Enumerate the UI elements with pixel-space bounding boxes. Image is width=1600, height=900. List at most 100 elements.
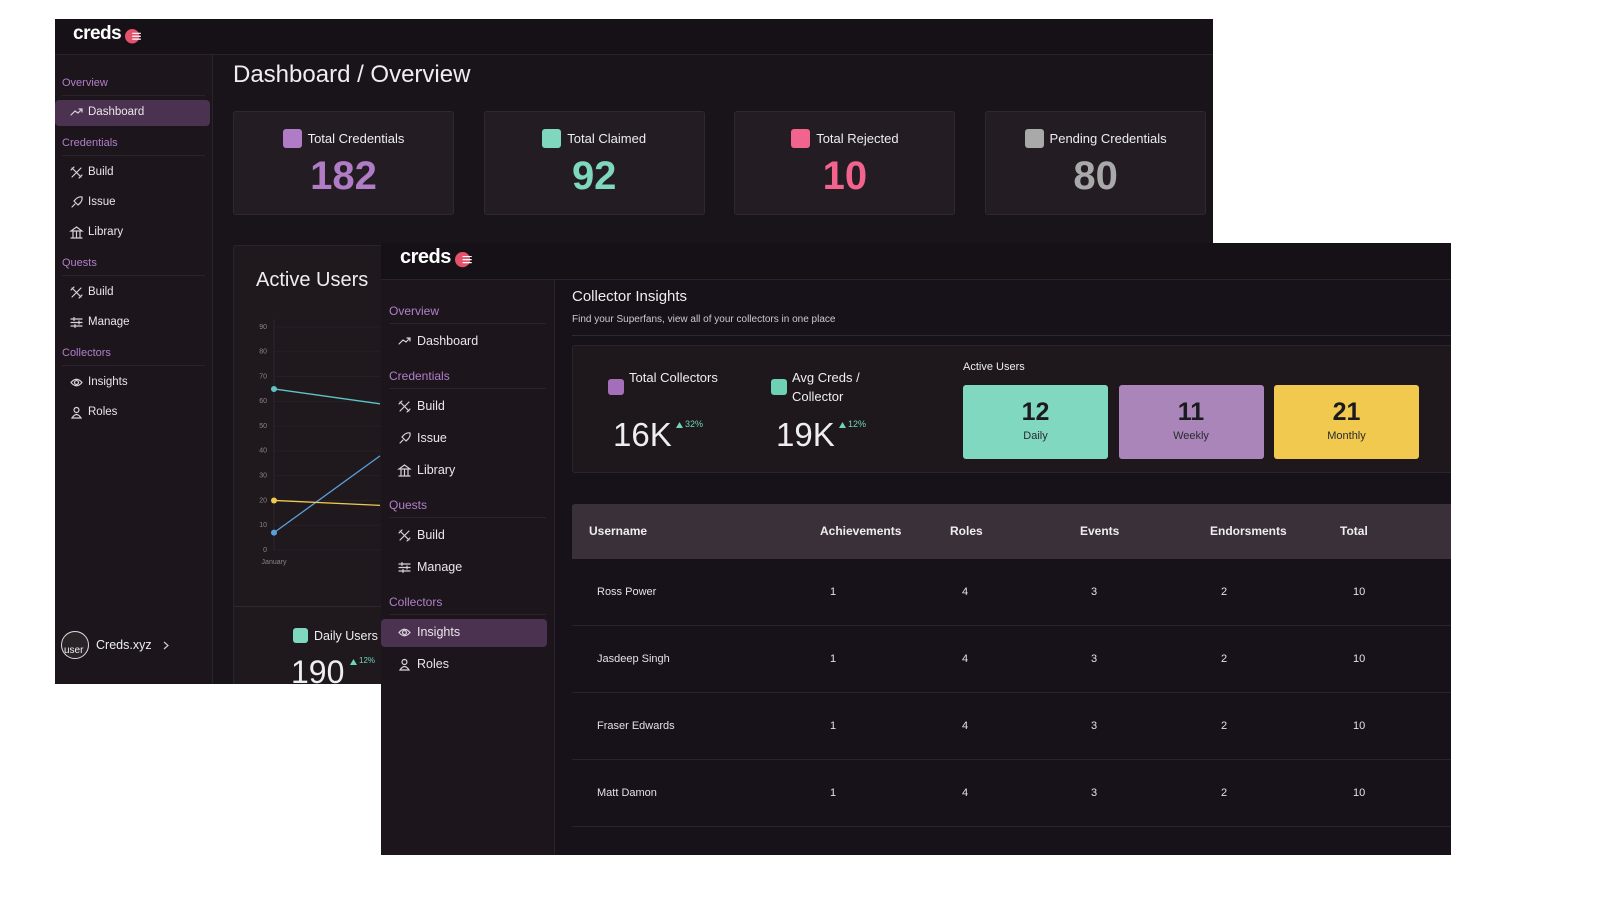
table-cell: 1	[830, 586, 837, 598]
nav-icon	[70, 108, 83, 116]
y-tick-label: 60	[259, 398, 267, 405]
sidebar-heading: Credentials	[62, 137, 118, 150]
nav-item[interactable]: Dashboard	[417, 334, 479, 349]
sidebar-divider	[62, 364, 205, 366]
nav-icon-shape	[70, 166, 83, 179]
nav-item[interactable]: Build	[88, 285, 114, 298]
table-cell: 4	[962, 720, 969, 732]
stat-label: Pending Credentials	[1049, 131, 1167, 146]
tile-label: Monthly	[1327, 430, 1366, 442]
logo-text: creds	[400, 246, 451, 268]
y-tick-label: 40	[259, 448, 267, 455]
tile-value: 11	[1177, 398, 1205, 426]
table-cell: 2	[1221, 787, 1228, 799]
nav-icon	[397, 464, 412, 477]
nav-item[interactable]: Insights	[417, 625, 461, 640]
stat-change: 12%	[848, 419, 867, 429]
series-line	[273, 499, 381, 507]
tile-label: Daily	[1023, 430, 1048, 442]
tile-value: 21	[1332, 398, 1361, 426]
nav-item[interactable]: Library	[88, 225, 124, 238]
nav-icon-shape	[70, 286, 83, 299]
y-tick-label: 0	[263, 547, 267, 554]
stat-value: 92	[571, 154, 617, 198]
nav-item[interactable]: Manage	[417, 560, 463, 575]
nav-item[interactable]: Manage	[88, 315, 130, 328]
logo-stripes	[462, 255, 472, 264]
nav-item[interactable]: Library	[417, 463, 456, 478]
y-tick-label: 90	[259, 324, 267, 331]
change-arrow	[676, 422, 683, 428]
sidebar: Overview Dashboard Credentials Build Issue Li…	[381, 280, 555, 855]
nav-icon-shape	[70, 406, 83, 419]
nav-item[interactable]: Roles	[88, 405, 118, 418]
nav-icon-shape	[398, 658, 411, 671]
table-cell: 2	[1221, 586, 1228, 598]
table-cell: 4	[962, 787, 969, 799]
series-point	[271, 497, 277, 504]
sidebar-heading: Quests	[389, 497, 428, 512]
column-header: Username	[589, 524, 648, 538]
stats-panel: Total Collectors 16K 32% Avg Creds / Collec…	[572, 345, 1451, 473]
y-tick-label: 30	[259, 473, 267, 480]
stat-swatch	[791, 129, 811, 148]
stat-head: Pending Credentials	[986, 129, 1205, 148]
nav-icon	[70, 406, 83, 419]
series-line	[273, 455, 381, 534]
stat-label: Total Claimed	[567, 131, 647, 146]
nav-icon	[70, 286, 83, 299]
nav-icon-shape	[70, 108, 83, 116]
nav-icon-shape	[398, 561, 411, 574]
nav-item[interactable]: Insights	[88, 375, 128, 388]
row-divider	[572, 692, 1451, 693]
active-users-label: Active Users	[963, 361, 1025, 373]
nav-icon	[71, 196, 83, 208]
daily-swatch	[293, 628, 308, 643]
stat-card: Total Claimed 92	[483, 111, 705, 215]
nav-icon-shape	[70, 316, 83, 329]
table-cell: Jasdeep Singh	[597, 653, 670, 665]
nav-item[interactable]: Build	[417, 528, 445, 543]
nav-icon-shape	[398, 628, 411, 637]
nav-icon	[398, 337, 411, 345]
sidebar-heading: Collectors	[62, 347, 111, 360]
nav-item[interactable]: Build	[417, 399, 445, 414]
nav-item[interactable]: Dashboard	[88, 105, 145, 118]
nav-icon-shape	[399, 432, 411, 444]
stat-head: Total Claimed	[485, 129, 704, 148]
table-cell: 4	[962, 586, 969, 598]
top-bar	[55, 19, 1213, 55]
series-line	[273, 388, 381, 405]
daily-change: 12%	[359, 656, 376, 665]
nav-item[interactable]: Issue	[88, 195, 116, 208]
sidebar-heading: Overview	[62, 77, 108, 90]
logo-stripes	[132, 32, 142, 40]
active-tile: 11 Weekly	[1118, 385, 1264, 459]
nav-icon	[70, 378, 83, 387]
table-cell: 3	[1091, 653, 1098, 665]
nav-icon	[398, 628, 411, 637]
stat-swatch	[1024, 129, 1044, 148]
sidebar-divider	[389, 516, 546, 518]
page-title: Collector Insights	[572, 288, 688, 305]
stat-value: 16K	[613, 416, 672, 453]
series-point	[271, 529, 277, 536]
column-header: Achievements	[820, 524, 902, 538]
table-cell: 10	[1353, 787, 1366, 799]
column-header: Roles	[950, 524, 983, 538]
sidebar-heading: Overview	[389, 303, 440, 318]
nav-item[interactable]: Build	[88, 165, 114, 178]
stat-label: Avg Creds / Collector	[792, 370, 860, 404]
active-tile: 21 Monthly	[1274, 385, 1419, 459]
chevron	[163, 641, 169, 650]
table-cell: 3	[1091, 720, 1098, 732]
daily-head: Daily Users	[293, 628, 378, 643]
nav-item[interactable]: Issue	[417, 431, 447, 446]
table-cell: 1	[830, 787, 837, 799]
daily-value: 190	[291, 654, 345, 684]
sidebar-divider	[62, 154, 205, 156]
stat-value: 182	[310, 154, 377, 198]
nav-item[interactable]: Roles	[417, 657, 449, 672]
table-cell: 1	[830, 720, 837, 732]
stat-card: Total Credentials 182	[233, 111, 454, 215]
